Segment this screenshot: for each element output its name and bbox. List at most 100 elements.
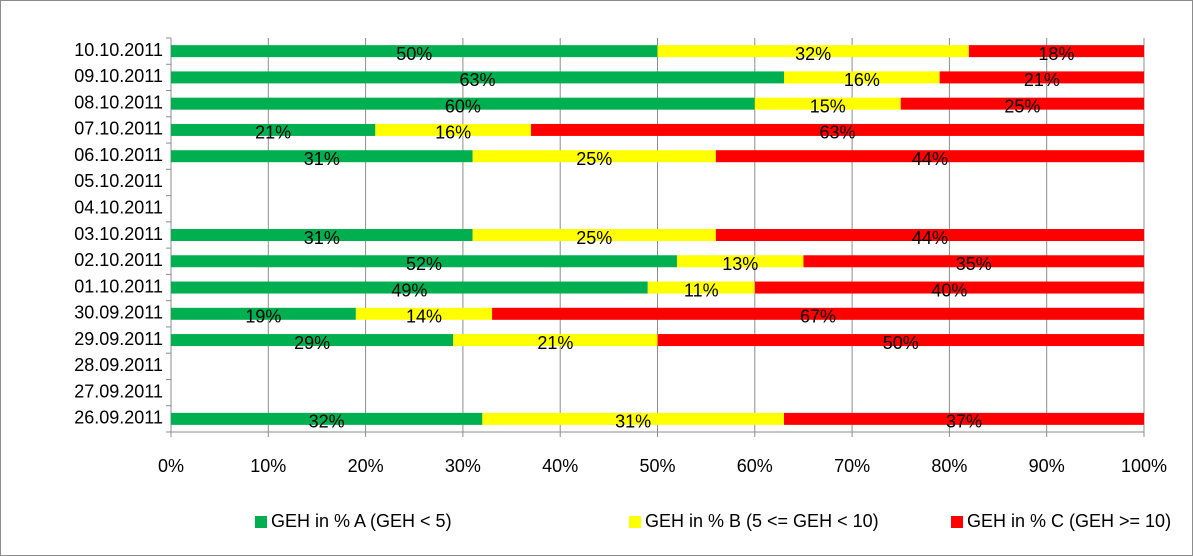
bar-segment [968,45,1144,58]
bar-segment [472,150,716,163]
y-tick-label: 02.10.2011 [74,250,163,270]
data-label: 50% [396,44,432,64]
data-label: 52% [406,254,442,274]
y-tick-label: 28.09.2011 [74,355,163,375]
x-tick-label: 40% [542,456,578,476]
bar-segment [472,229,716,241]
data-label: 25% [576,149,612,169]
legend-label: GEH in % B (5 <= GEH < 10) [645,511,879,531]
y-tick-label: 05.10.2011 [74,171,163,191]
data-label: 25% [1004,96,1040,116]
y-tick-label: 04.10.2011 [74,197,163,217]
y-tick-label: 30.09.2011 [74,303,163,323]
data-label: 50% [883,333,919,353]
x-tick-label: 20% [348,456,384,476]
y-tick-label: 01.10.2011 [74,276,163,296]
data-label: 44% [912,149,948,169]
legend-swatch [255,516,267,528]
bar-segment [715,150,1144,163]
data-label: 63% [819,123,855,143]
data-label: 31% [615,412,651,432]
data-label: 14% [406,307,442,327]
bar-segment [375,123,532,136]
x-tick-label: 50% [639,456,675,476]
data-label: 37% [946,412,982,432]
bar-segment [171,281,648,294]
data-label: 21% [537,333,573,353]
data-label: 21% [1024,70,1060,90]
bar-segment [939,71,1144,84]
data-label: 63% [459,70,495,90]
data-label: 16% [844,70,880,90]
bar-segment [754,281,1144,294]
bar-segment [171,307,356,320]
y-tick-label: 29.09.2011 [74,329,163,349]
x-tick-label: 60% [737,456,773,476]
data-label: 44% [912,228,948,248]
x-tick-label: 80% [931,456,967,476]
x-tick-label: 100% [1121,456,1167,476]
y-tick-label: 07.10.2011 [74,119,163,139]
bar-segment [171,255,677,268]
data-label: 67% [800,307,836,327]
data-label: 18% [1038,44,1074,64]
data-label: 35% [956,254,992,274]
data-label: 32% [795,44,831,64]
bar-segment [900,97,1144,110]
x-tick-label: 90% [1029,456,1065,476]
bar-segment [657,45,969,58]
x-tick-label: 70% [834,456,870,476]
y-tick-label: 09.10.2011 [74,66,163,86]
bar-segment [715,229,1144,241]
bar-segment [453,334,658,347]
data-label: 13% [722,254,758,274]
bar-segment [783,412,1144,425]
bar-segment [171,412,483,425]
bar-segment [171,229,473,241]
bar-segment [171,71,784,84]
data-label: 40% [931,280,967,300]
bar-segment [647,281,755,294]
data-label: 49% [391,280,427,300]
data-label: 25% [576,228,612,248]
x-tick-label: 0% [158,456,184,476]
bar-segment [171,97,755,110]
legend-label: GEH in % A (GEH < 5) [271,511,452,531]
bar-segment [783,71,940,84]
bar-segment [171,45,658,58]
legend-swatch [629,516,641,528]
bar-segment [676,255,804,268]
bar-segment [355,307,493,320]
data-label: 60% [445,96,481,116]
y-tick-label: 08.10.2011 [74,92,163,112]
data-label: 16% [435,123,471,143]
bar-segment [803,255,1144,268]
y-tick-label: 26.09.2011 [74,408,163,428]
bar-segment [171,150,473,163]
x-tick-label: 30% [445,456,481,476]
y-tick-label: 06.10.2011 [74,145,163,165]
legend-label: GEH in % C (GEH >= 10) [967,511,1171,531]
data-label: 32% [309,412,345,432]
data-label: 29% [294,333,330,353]
data-label: 19% [245,307,281,327]
data-label: 15% [810,96,846,116]
bar-segment [531,123,1144,136]
bar-segment [657,334,1144,347]
bar-segment [492,307,1145,320]
legend-swatch [951,516,963,528]
y-tick-label: 03.10.2011 [74,224,163,244]
y-tick-label: 27.09.2011 [74,381,163,401]
bar-segment [171,334,454,347]
bar-segment [482,412,784,425]
x-tick-label: 10% [250,456,286,476]
bar-segment [171,123,376,136]
data-label: 31% [304,149,340,169]
data-label: 21% [255,123,291,143]
data-label: 31% [304,228,340,248]
bar-segment [754,97,901,110]
y-tick-label: 10.10.2011 [74,40,163,60]
data-label: 11% [684,280,719,300]
